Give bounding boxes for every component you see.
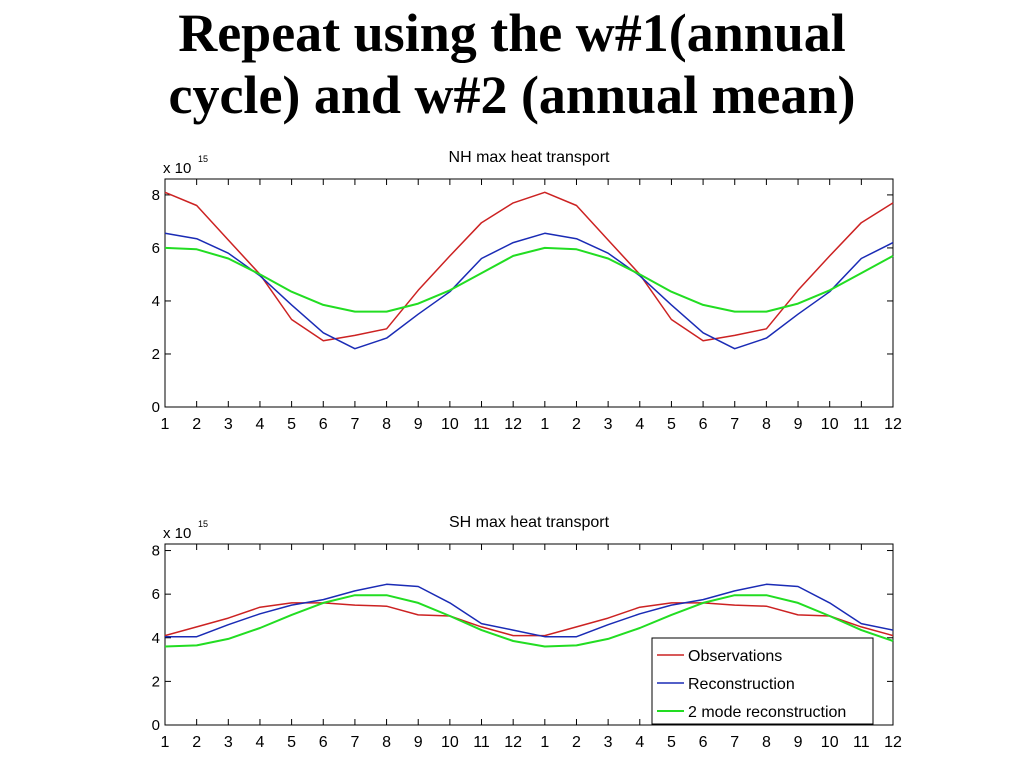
x-tick-label: 1	[161, 416, 170, 433]
x-tick-label: 8	[382, 416, 391, 433]
series-line-reconstruction	[164, 232, 894, 350]
x-tick-label: 11	[473, 734, 490, 751]
x-tick-label: 2	[572, 416, 581, 433]
plot-frame	[164, 543, 894, 726]
slide-title-line-1: Repeat using the w#1(annual	[178, 3, 846, 63]
x-tick-label: 11	[853, 416, 870, 433]
x-tick-label: 9	[794, 416, 803, 433]
plot-frame	[164, 178, 894, 408]
x-tick-label: 4	[256, 734, 265, 751]
x-tick-label: 5	[667, 734, 676, 751]
y-tick-label: 4	[152, 630, 160, 647]
series-line-2-mode-reconstruction	[164, 246, 894, 313]
x-tick-label: 5	[287, 734, 296, 751]
x-tick-label: 5	[667, 416, 676, 433]
x-tick-label: 12	[504, 734, 522, 751]
x-tick-label: 4	[635, 416, 644, 433]
y-tick-label: 6	[152, 240, 160, 257]
slide-title: Repeat using the w#1(annual cycle) and w…	[0, 0, 1024, 142]
chart-title: NH max heat transport	[449, 149, 611, 166]
x-tick-label: 3	[224, 416, 233, 433]
x-tick-label: 10	[441, 734, 459, 751]
x-tick-label: 7	[350, 416, 359, 433]
x-tick-label: 5	[287, 416, 296, 433]
x-tick-label: 8	[762, 734, 771, 751]
x-tick-label: 2	[572, 734, 581, 751]
x-tick-label: 12	[504, 416, 522, 433]
y-tick-label: 2	[152, 673, 160, 690]
scale-exponent: 15	[198, 519, 208, 529]
series-line-observations	[164, 191, 894, 342]
x-tick-label: 10	[821, 734, 839, 751]
x-tick-label: 11	[473, 416, 490, 433]
x-tick-label: 1	[540, 734, 549, 751]
x-tick-label: 12	[884, 734, 902, 751]
x-tick-label: 2	[192, 416, 201, 433]
y-tick-label: 0	[152, 717, 160, 734]
x-tick-label: 3	[604, 734, 613, 751]
x-tick-label: 10	[441, 416, 459, 433]
x-tick-label: 1	[161, 734, 170, 751]
legend-entry: Reconstruction	[688, 676, 795, 693]
x-tick-label: 9	[414, 734, 423, 751]
y-tick-label: 6	[152, 586, 160, 603]
x-tick-label: 9	[414, 416, 423, 433]
x-tick-label: 7	[730, 734, 739, 751]
x-tick-label: 4	[256, 416, 265, 433]
x-tick-label: 7	[730, 416, 739, 433]
scale-exponent: 15	[198, 154, 208, 164]
x-tick-label: 2	[192, 734, 201, 751]
series-line-reconstruction	[165, 583, 894, 638]
x-tick-label: 6	[699, 416, 708, 433]
x-tick-label: 8	[762, 416, 771, 433]
y-tick-label: 0	[152, 399, 160, 416]
scale-note: x 10	[163, 160, 191, 177]
x-tick-label: 8	[382, 734, 391, 751]
x-tick-label: 11	[853, 734, 870, 751]
x-tick-label: 9	[794, 734, 803, 751]
legend: Observations Reconstruction 2 mode reconst…	[651, 637, 874, 725]
series-line-2-mode-reconstruction	[164, 594, 894, 648]
series-line-observations	[164, 602, 894, 637]
slide-title-line-2: cycle) and w#2 (annual mean)	[168, 65, 856, 125]
y-tick-label: 8	[152, 187, 160, 204]
legend-entry: 2 mode reconstruction	[688, 704, 846, 721]
x-tick-label: 1	[540, 416, 549, 433]
x-tick-label: 6	[319, 734, 328, 751]
x-tick-label: 6	[319, 416, 328, 433]
x-tick-label: 3	[224, 734, 233, 751]
legend-entry: Observations	[688, 648, 782, 665]
x-tick-label: 7	[350, 734, 359, 751]
y-tick-label: 4	[152, 293, 160, 310]
x-tick-label: 6	[699, 734, 708, 751]
scale-note: x 10	[163, 525, 191, 542]
x-tick-label: 10	[821, 416, 839, 433]
y-tick-label: 8	[152, 543, 160, 560]
legend-box	[651, 637, 874, 725]
x-tick-label: 4	[635, 734, 644, 751]
x-tick-label: 12	[884, 416, 902, 433]
x-tick-label: 3	[604, 416, 613, 433]
y-tick-label: 2	[152, 346, 160, 363]
chart-title: SH max heat transport	[449, 514, 610, 531]
